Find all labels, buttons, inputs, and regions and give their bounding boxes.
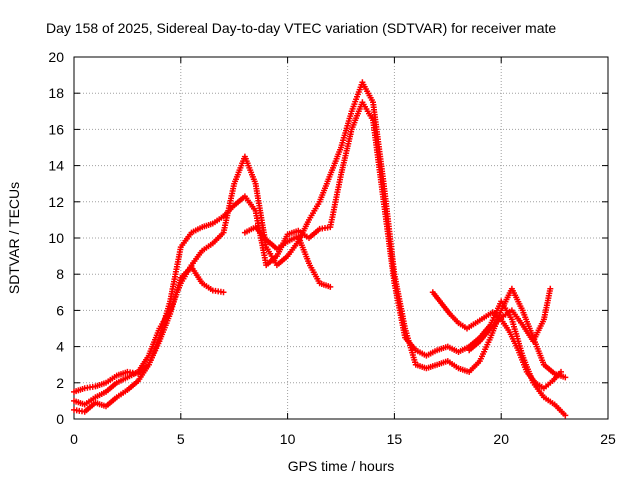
y-tick-label: 4 (56, 339, 64, 355)
series-trace-4 (241, 224, 334, 290)
x-tick-label: 20 (493, 431, 509, 447)
y-tick-label: 6 (56, 302, 64, 318)
x-tick-label: 25 (600, 431, 616, 447)
tick-labels: 0 5 10 15 20 25 0 2 4 6 8 10 12 14 16 18 20 (48, 49, 616, 447)
series-line (73, 266, 224, 413)
series-trace-6 (466, 285, 554, 354)
series-markers (429, 289, 564, 392)
y-tick-label: 20 (48, 49, 64, 65)
series-markers (466, 285, 554, 354)
y-tick-label: 12 (48, 194, 64, 210)
y-tick-label: 2 (56, 375, 64, 391)
plot-frame (73, 56, 609, 420)
y-tick-label: 18 (48, 85, 64, 101)
series-trace-5 (429, 289, 564, 392)
x-tick-label: 10 (280, 431, 296, 447)
chart-title: Day 158 of 2025, Sidereal Day-to-day VTE… (46, 20, 556, 36)
y-tick-label: 10 (48, 230, 64, 246)
y-tick-label: 8 (56, 266, 64, 282)
x-tick-label: 5 (177, 431, 185, 447)
y-axis-label: SDTVAR / TECUs (6, 182, 22, 294)
y-tick-label: 14 (48, 158, 64, 174)
x-axis-label: GPS time / hours (288, 458, 395, 474)
x-tick-label: 0 (70, 431, 78, 447)
y-tick-label: 16 (48, 121, 64, 137)
series-trace-2 (71, 79, 569, 408)
series-markers (241, 224, 334, 290)
series-group (71, 79, 569, 419)
axis-ticks (73, 56, 609, 420)
y-tick-label: 0 (56, 411, 64, 427)
series-markers (71, 264, 227, 415)
series-markers (71, 79, 569, 408)
series-trace-3 (71, 264, 227, 415)
x-tick-label: 15 (387, 431, 403, 447)
